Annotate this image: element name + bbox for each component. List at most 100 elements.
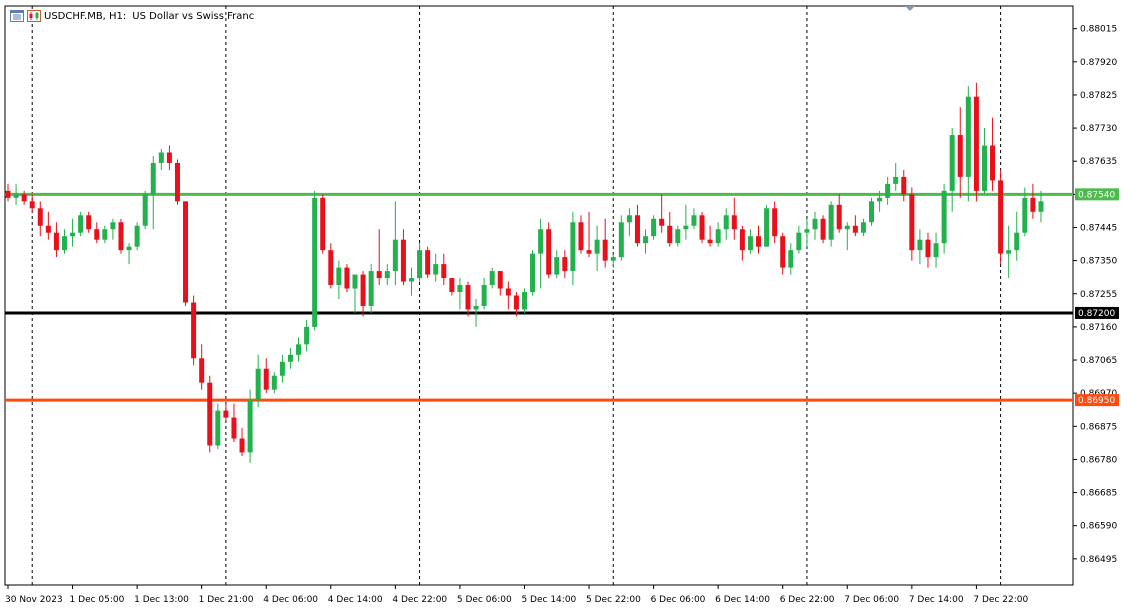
candle[interactable] (481, 278, 487, 310)
candle[interactable] (21, 190, 27, 205)
candle[interactable] (521, 288, 527, 313)
candle[interactable] (513, 292, 519, 317)
candle[interactable] (1022, 187, 1028, 237)
candle[interactable] (538, 218, 544, 289)
candle[interactable] (739, 225, 745, 261)
candle[interactable] (37, 201, 43, 237)
candle[interactable] (965, 86, 971, 202)
candle[interactable] (610, 253, 616, 268)
candle[interactable] (199, 344, 205, 390)
candle[interactable] (626, 208, 632, 237)
candle[interactable] (174, 159, 180, 205)
candle[interactable] (142, 190, 148, 230)
candle[interactable] (909, 187, 915, 261)
candle[interactable] (376, 229, 382, 286)
candle[interactable] (13, 183, 19, 205)
candle[interactable] (546, 222, 552, 279)
candle[interactable] (215, 403, 221, 449)
candle[interactable] (70, 218, 76, 247)
candle[interactable] (868, 197, 874, 226)
candle[interactable] (530, 250, 536, 296)
candle[interactable] (812, 211, 818, 240)
candle[interactable] (255, 354, 261, 408)
candle[interactable] (699, 211, 705, 244)
candle[interactable] (279, 354, 285, 383)
candle[interactable] (756, 225, 762, 254)
candle[interactable] (118, 218, 124, 254)
candle[interactable] (973, 82, 979, 202)
candle[interactable] (715, 222, 721, 247)
candle[interactable] (570, 211, 576, 286)
candle[interactable] (933, 232, 939, 268)
candle[interactable] (457, 278, 463, 310)
candle[interactable] (239, 428, 245, 456)
candle[interactable] (417, 243, 423, 282)
candle[interactable] (820, 215, 826, 244)
candle[interactable] (772, 201, 778, 244)
candle[interactable] (885, 176, 891, 205)
candle[interactable] (836, 194, 842, 233)
candle[interactable] (675, 225, 681, 247)
candle[interactable] (659, 194, 665, 233)
candle[interactable] (643, 229, 649, 254)
candle[interactable] (489, 267, 495, 289)
candle[interactable] (53, 222, 59, 258)
candle[interactable] (158, 149, 164, 170)
candle[interactable] (296, 337, 302, 362)
candle[interactable] (328, 243, 334, 289)
candle[interactable] (602, 218, 608, 268)
candle[interactable] (231, 403, 237, 442)
candle[interactable] (949, 128, 955, 212)
candle[interactable] (998, 169, 1004, 265)
candle[interactable] (392, 201, 398, 286)
candle[interactable] (150, 155, 156, 230)
candle[interactable] (764, 204, 770, 247)
candle[interactable] (78, 211, 84, 237)
candle[interactable] (425, 246, 431, 279)
candle[interactable] (134, 222, 140, 251)
candle[interactable] (45, 211, 51, 240)
candle[interactable] (683, 204, 689, 240)
candle[interactable] (271, 372, 277, 394)
candle[interactable] (1006, 225, 1012, 279)
candle[interactable] (320, 194, 326, 254)
candle[interactable] (586, 211, 592, 258)
candle[interactable] (844, 222, 850, 251)
candle[interactable] (166, 145, 172, 170)
candle[interactable] (941, 183, 947, 254)
candle[interactable] (441, 253, 447, 286)
candle[interactable] (86, 211, 92, 233)
candle[interactable] (804, 218, 810, 247)
chart-window-icon[interactable] (10, 10, 24, 22)
candle[interactable] (400, 229, 406, 286)
candle[interactable] (594, 225, 600, 272)
candle[interactable] (336, 260, 342, 299)
candle[interactable] (796, 225, 802, 254)
candle[interactable] (667, 211, 673, 247)
candle[interactable] (61, 229, 67, 254)
candle[interactable] (449, 278, 455, 296)
candle[interactable] (852, 215, 858, 237)
candle[interactable] (110, 218, 116, 240)
candle[interactable] (634, 204, 640, 247)
candle[interactable] (901, 169, 907, 202)
candle[interactable] (860, 218, 866, 237)
candle[interactable] (731, 197, 737, 240)
candle[interactable] (1014, 211, 1020, 261)
candle[interactable] (1038, 190, 1044, 223)
candle[interactable] (877, 190, 883, 212)
candle[interactable] (29, 194, 35, 212)
candle[interactable] (94, 222, 100, 244)
candle[interactable] (554, 250, 560, 279)
candle[interactable] (465, 281, 471, 317)
candle[interactable] (780, 232, 786, 275)
candle[interactable] (191, 295, 197, 366)
candle[interactable] (368, 264, 374, 313)
candle[interactable] (312, 190, 318, 331)
candle[interactable] (691, 208, 697, 230)
candle[interactable] (207, 375, 213, 453)
candle[interactable] (287, 347, 293, 369)
candle[interactable] (651, 215, 657, 240)
